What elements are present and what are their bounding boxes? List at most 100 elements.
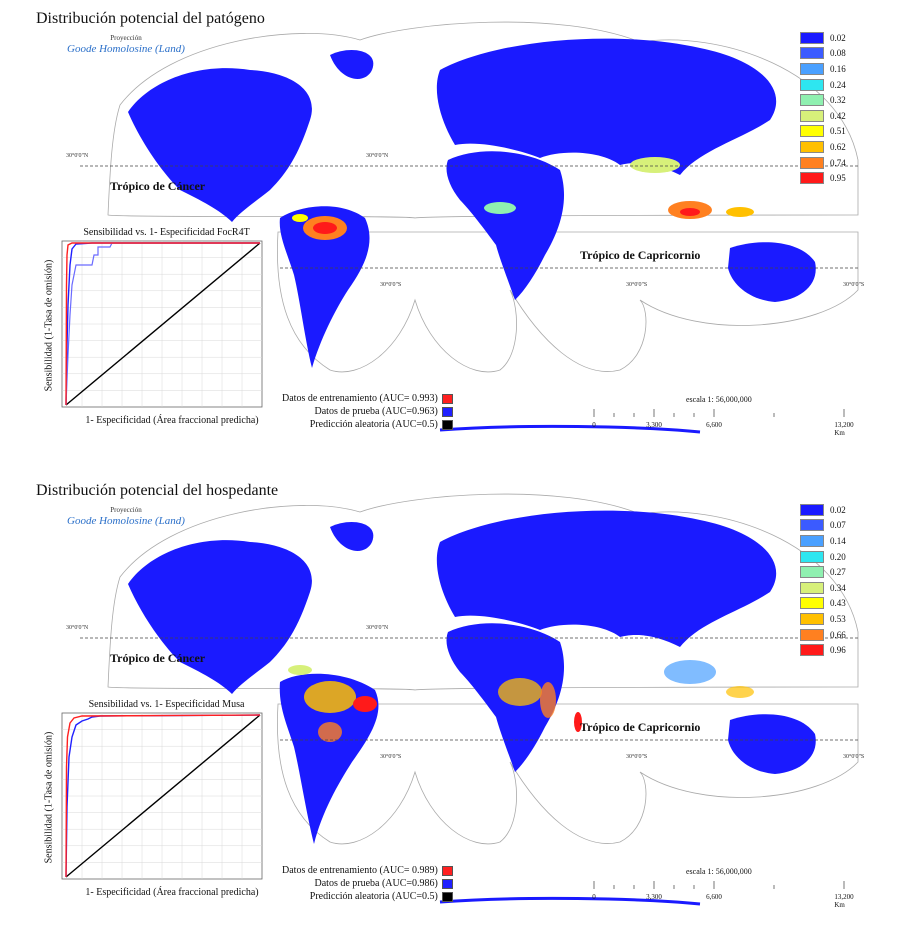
projection-info: Proyección Goode Homolosine (Land)	[56, 505, 196, 527]
legend-entry: 0.62	[800, 139, 846, 155]
lat-label: 30°0'0"N	[366, 152, 389, 159]
legend-swatch	[800, 47, 824, 60]
south-lobes	[277, 703, 859, 845]
landmass-australia	[728, 242, 816, 302]
south-lobes	[277, 231, 859, 373]
roc-legend-swatch	[441, 419, 453, 430]
roc-chart: Sensibilidad vs. 1- Especificidad FocR4T…	[32, 225, 272, 435]
legend-swatch	[800, 31, 824, 44]
roc-legend-training: Datos de entrenamiento (AUC= 0.989)	[282, 864, 453, 877]
scale-text: escala 1: 56,000,000	[686, 867, 752, 876]
legend-swatch	[800, 125, 824, 138]
roc-ylabel: Sensibilidad (1-Tasa de omisión)	[43, 731, 55, 864]
hotspot-amazon	[304, 681, 356, 713]
lat-label: 30°0'0"S	[843, 753, 864, 760]
legend-swatch	[800, 503, 824, 516]
lat-label: 30°0'0"S	[843, 281, 864, 288]
roc-title-text: Sensibilidad vs. 1- Especificidad Musa	[88, 699, 245, 710]
legend-swatch	[800, 644, 824, 657]
roc-legend-test: Datos de prueba (AUC=0.963)	[282, 405, 453, 418]
hotspot-new-guinea	[726, 686, 754, 698]
roc-test-steps	[65, 242, 260, 406]
hotspot-new-guinea	[726, 207, 754, 217]
scale-tick: 6,600	[706, 893, 722, 901]
roc-legend-label: Predicción aleatoria (AUC=0.5)	[309, 891, 438, 902]
legend-value: 0.02	[830, 504, 846, 515]
lat-label: 30°0'0"S	[380, 281, 401, 288]
roc-legend-label: Datos de prueba (AUC=0.986)	[314, 878, 438, 889]
panel-title: Distribución potencial del hospedante	[36, 482, 279, 499]
scale-bar: escala 1: 56,000,000 0 3,300 6,600 13,20…	[590, 395, 860, 437]
legend-swatch	[800, 62, 824, 75]
map-host: 30°0'0"N 30°0'0"N 30°0'0"S 30°0'0"S 30°0…	[66, 493, 864, 906]
hotspot-south-brazil	[318, 722, 342, 742]
scale-tick: 6,600	[706, 421, 722, 429]
roc-ylabel: Sensibilidad (1-Tasa de omisión)	[43, 259, 55, 392]
color-legend: 0.02 0.07 0.14 0.20 0.27 0.34 0.43 0.53 …	[800, 502, 846, 658]
hotspot-madagascar	[574, 712, 582, 732]
legend-value: 0.95	[830, 173, 846, 184]
roc-training-line	[65, 714, 261, 878]
scale-tick: 0	[592, 421, 596, 429]
landmass-greenland	[330, 522, 374, 551]
landmass-australia	[728, 714, 816, 774]
lat-label: 30°0'0"S	[380, 753, 401, 760]
legend-entry: 0.07	[800, 518, 846, 534]
roc-grid	[62, 241, 262, 407]
legend-entry: 0.27	[800, 564, 846, 580]
legend-swatch	[800, 94, 824, 107]
roc-legend-swatch	[441, 891, 453, 902]
scale-bar: escala 1: 56,000,000 0 3,300 6,600 13,20…	[590, 867, 860, 909]
legend-entry: 0.24	[800, 77, 846, 93]
landmass-eurasia	[436, 510, 777, 647]
legend-swatch	[800, 612, 824, 625]
legend-entry: 0.53	[800, 611, 846, 627]
hotspot-southeast-asia	[664, 660, 716, 684]
tropic-capricorn-label: Trópico de Capricornio	[580, 248, 700, 262]
hotspot-east-africa	[540, 682, 556, 718]
projection-name: Goode Homolosine (Land)	[67, 515, 185, 527]
legend-swatch	[800, 78, 824, 91]
hotspot-central-africa	[498, 678, 542, 706]
legend-value: 0.51	[830, 126, 846, 137]
scale-tick: 13,200 Km	[834, 421, 854, 437]
hotspot-borneo-core	[680, 208, 700, 216]
lat-label: 30°0'0"N	[66, 624, 89, 631]
roc-legend: Datos de entrenamiento (AUC= 0.989) Dato…	[282, 864, 453, 903]
landmass-south-america	[279, 206, 370, 368]
roc-legend-swatch	[441, 865, 453, 876]
landmass-antarctica	[439, 424, 701, 434]
legend-value: 0.24	[830, 79, 846, 90]
hotspot-west-africa	[484, 202, 516, 214]
scale-text: escala 1: 56,000,000	[686, 395, 752, 404]
roc-plot	[61, 712, 263, 880]
legend-value: 0.96	[830, 645, 846, 656]
legend-value: 0.34	[830, 582, 846, 593]
roc-legend-label: Datos de entrenamiento (AUC= 0.989)	[282, 865, 438, 876]
roc-random-line	[65, 242, 261, 406]
legend-entry: 0.96	[800, 642, 846, 658]
roc-xlabel: 1- Especificidad (Área fraccional predic…	[85, 887, 259, 898]
legend-value: 0.62	[830, 141, 846, 152]
roc-legend-random: Predicción aleatoria (AUC=0.5)	[282, 418, 453, 431]
hotspot-amazon-core	[313, 222, 337, 234]
legend-entry: 0.74	[800, 155, 846, 171]
legend-swatch	[800, 109, 824, 122]
roc-legend-label: Datos de entrenamiento (AUC= 0.993)	[282, 393, 438, 404]
legend-value: 0.66	[830, 629, 846, 640]
projection-name: Goode Homolosine (Land)	[67, 43, 185, 55]
legend-entry: 0.02	[800, 502, 846, 518]
landmass-north-america	[128, 68, 312, 223]
hotspot-central-america	[292, 214, 308, 222]
lat-label: 30°0'0"N	[66, 152, 89, 159]
scale-tick: 3,300	[646, 893, 662, 901]
roc-legend-swatch	[441, 393, 453, 404]
lat-label: 30°0'0"S	[626, 281, 647, 288]
legend-swatch	[800, 156, 824, 169]
legend-value: 0.14	[830, 535, 846, 546]
panel-host: 30°0'0"N 30°0'0"N 30°0'0"S 30°0'0"S 30°0…	[0, 472, 915, 927]
legend-swatch	[800, 172, 824, 185]
landmass-eurasia	[436, 38, 777, 176]
hotspot-south-asia	[630, 157, 680, 173]
landmass-greenland	[330, 50, 374, 79]
